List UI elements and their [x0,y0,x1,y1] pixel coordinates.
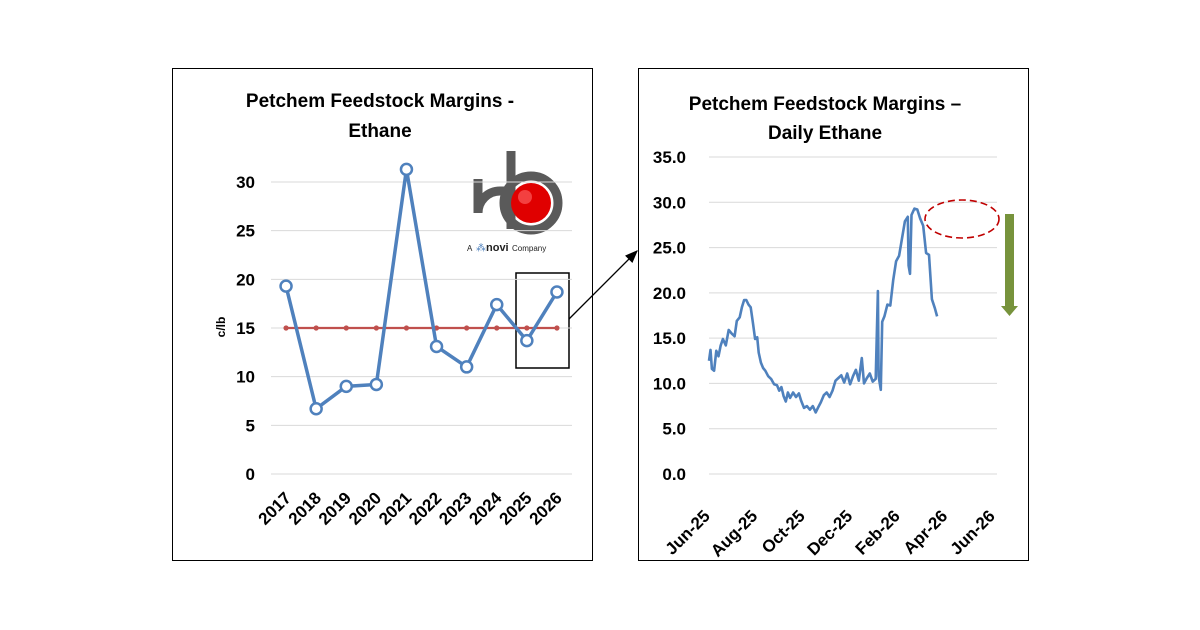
daily-x-tick-label: Dec-25 [803,506,856,559]
daily-x-tick-label: Oct-25 [758,506,809,557]
annual-y-tick-label: 30 [236,173,255,192]
reference-point [373,325,379,331]
reference-point [494,325,500,331]
logo-pipe-shape [473,179,511,214]
logo-sphere-highlight [518,190,532,204]
annual-margin-point [399,162,414,177]
annual-margin-point [279,279,293,293]
annual-y-tick-label: 5 [246,416,255,435]
annual-x-tick-label: 2024 [465,488,506,529]
logo-ring [499,171,563,235]
annual-margin-point [369,377,384,392]
annual-x-tick-label: 2023 [435,488,475,528]
annual-margin-point [520,333,534,348]
logo-tagline-suffix: Company [512,244,546,253]
decline-arrow-icon [1001,214,1018,316]
annual-y-tick-label: 0 [246,465,255,484]
logo-company-name: novi [486,242,509,254]
annual-x-tick-label: 2018 [285,488,325,528]
recent-years-highlight-box [515,272,570,369]
annual-x-tick-label: 2017 [255,488,295,528]
annual-chart-title-line-1: Petchem Feedstock Margins - [246,91,514,112]
daily-y-tick-label: 25.0 [653,239,686,258]
reference-point [313,325,319,331]
annual-margin-point [309,402,323,416]
reference-point [343,325,349,331]
logo-tagline-prefix: A [467,244,473,253]
daily-chart-plot-area: 0.0 5.0 10.0 15.0 20.0 25.0 30.0 35.0 Jun-25Aug-… [653,148,999,561]
annual-y-tick-label: 10 [236,368,255,387]
annual-chart-canvas: Petchem Feedstock Margins - Ethane c/lb … [214,91,572,529]
annual-margin-point [490,297,504,312]
reference-point [554,325,560,331]
daily-y-tick-label: 20.0 [653,284,686,303]
daily-margin-line [707,207,939,414]
annual-x-tick-label: 2022 [405,488,445,528]
daily-chart-title-line-1: Petchem Feedstock Margins – [689,94,961,115]
annual-chart-y-axis-label: c/lb [214,317,228,338]
daily-chart-title-line-2: Daily Ethane [768,123,882,144]
annual-margin-point [429,339,444,354]
daily-y-tick-label: 10.0 [653,374,686,393]
annual-margin-line [284,169,559,412]
peak-highlight-ellipse [924,199,1000,239]
annual-x-tick-label: 2025 [495,488,535,528]
daily-y-tick-label: 15.0 [653,329,686,348]
annual-y-tick-label: 15 [236,319,255,338]
daily-x-tick-label: Feb-26 [852,506,904,558]
daily-y-tick-label: 0.0 [662,465,686,484]
daily-y-tick-label: 30.0 [653,193,686,212]
logo-novi-mark-icon: ⁂ [476,243,486,254]
annual-x-tick-label: 2021 [375,488,415,528]
daily-y-tick-label: 5.0 [662,420,686,439]
annual-x-tick-label: 2020 [345,488,385,528]
daily-chart-canvas: Petchem Feedstock Margins – Daily Ethane… [653,94,1018,561]
annual-margin-point [459,360,474,374]
annual-y-tick-label: 20 [236,270,255,289]
annual-margin-point [339,379,353,394]
daily-x-tick-label: Jun-26 [947,506,999,558]
daily-y-tick-label: 35.0 [653,148,686,167]
company-logo: A ⁂ novi Company [467,151,563,254]
daily-x-tick-label: Aug-25 [707,506,761,560]
daily-x-tick-label: Jun-25 [662,506,714,558]
annual-x-tick-label: 2019 [315,488,355,528]
annual-ethane-margin-chart: Petchem Feedstock Margins - Ethane c/lb … [172,68,593,561]
logo-red-sphere [511,183,551,223]
annual-chart-title-line-2: Ethane [348,121,411,142]
daily-x-tick-label: Apr-26 [900,506,952,558]
daily-ethane-margin-chart: Petchem Feedstock Margins – Daily Ethane… [638,68,1029,561]
annual-y-tick-label: 25 [236,222,255,241]
annual-x-tick-label: 2026 [526,488,566,528]
reference-point [283,325,289,331]
reference-point [403,325,410,331]
annual-margin-point [550,285,564,299]
reference-point [524,325,530,331]
reference-point [464,325,470,331]
